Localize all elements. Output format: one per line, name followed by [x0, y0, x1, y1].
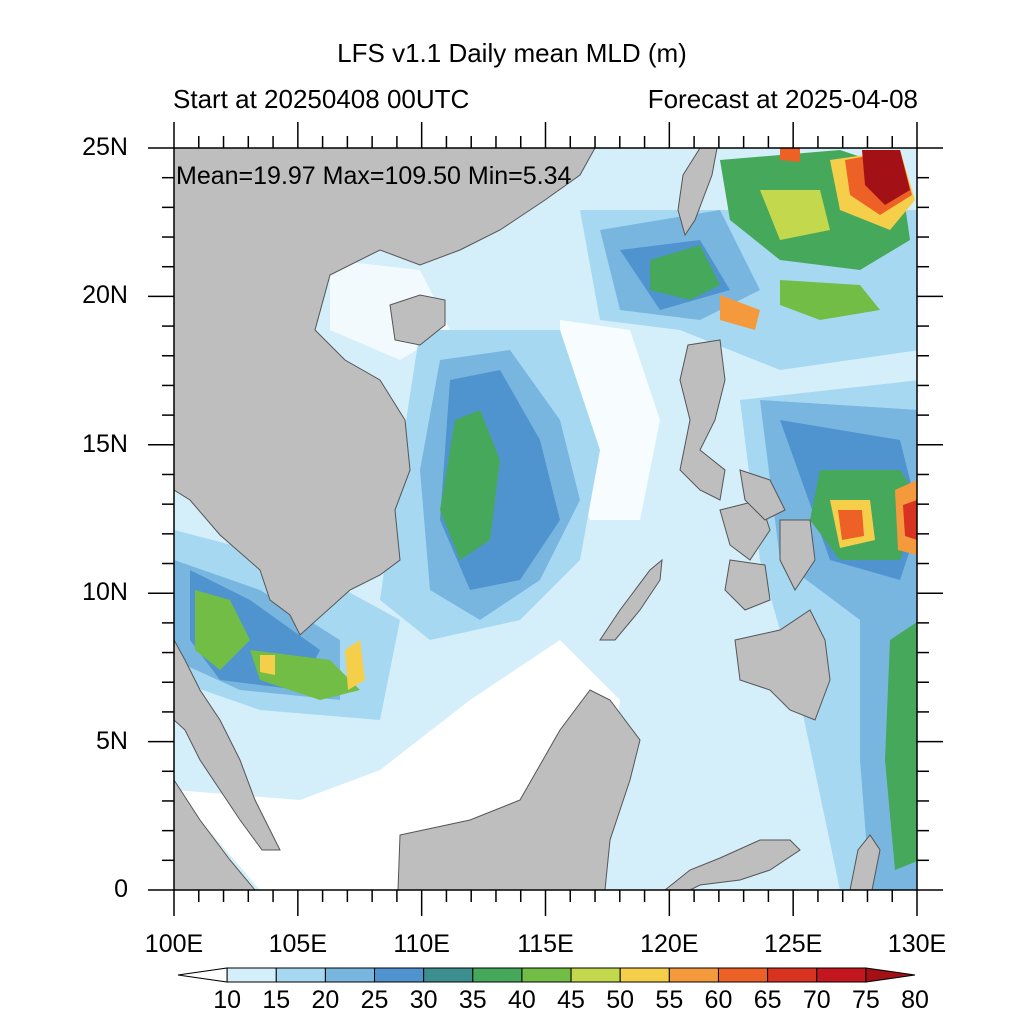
mld-field — [174, 148, 917, 890]
land-sumatra — [174, 779, 256, 890]
axis-ticks — [148, 122, 943, 916]
colorbar-label: 55 — [655, 986, 684, 1014]
colorbar-label: 50 — [606, 986, 635, 1014]
land-malay — [174, 639, 281, 851]
lat-tick-label: 15N — [82, 429, 128, 458]
colorbar-label: 60 — [704, 986, 733, 1014]
lon-tick-label: 110E — [393, 930, 450, 958]
colorbar-label: 40 — [508, 986, 536, 1014]
colorbar-swatch — [324, 967, 376, 983]
land-mindanao — [734, 609, 831, 721]
land-palawan — [599, 558, 663, 641]
land-hainan — [389, 294, 446, 346]
lat-tick-label: 0 — [114, 875, 128, 903]
lat-tick-label: 10N — [82, 578, 128, 607]
colorbar-swatch — [865, 967, 916, 983]
map-title: LFS v1.1 Daily mean MLD (m) — [337, 38, 687, 68]
lon-tick-label: 130E — [887, 930, 947, 958]
lat-tick-label: 20N — [82, 281, 128, 310]
colorbar-label: 70 — [802, 986, 831, 1014]
colorbar-label: 45 — [557, 986, 585, 1014]
colorbar-swatch — [668, 967, 719, 983]
forecast-time-label: Forecast at 2025-04-08 — [647, 84, 918, 114]
colorbar-label: 65 — [753, 986, 782, 1014]
land-masses — [174, 148, 881, 890]
lon-tick-label: 125E — [763, 930, 823, 958]
colorbar-swatch — [816, 967, 867, 983]
lon-tick-label: 105E — [268, 930, 328, 958]
land-sulawesi — [664, 839, 801, 890]
land-south-china — [174, 148, 596, 636]
start-time-label: Start at 20250408 00UTC — [173, 84, 470, 114]
lon-tick-label: 115E — [517, 930, 574, 958]
colorbar — [177, 967, 916, 983]
land-taiwan — [677, 148, 718, 237]
lat-tick-label: 5N — [96, 726, 128, 755]
colorbar-label: 80 — [901, 986, 929, 1014]
colorbar-swatch — [374, 967, 425, 983]
stats-annotation: Mean=19.97 Max=109.50 Min=5.34 — [176, 162, 572, 190]
colorbar-label: 35 — [458, 986, 487, 1014]
lon-tick-label: 100E — [144, 930, 204, 958]
colorbar-label: 75 — [851, 986, 880, 1014]
colorbar-label: 10 — [213, 986, 242, 1014]
colorbar-swatch — [226, 967, 277, 983]
colorbar-swatch — [717, 967, 769, 983]
lon-tick-label: 120E — [640, 930, 699, 958]
lat-tick-label: 25N — [82, 133, 128, 161]
colorbar-label: 25 — [360, 986, 389, 1014]
land-luzon — [679, 339, 726, 501]
colorbar-swatch — [472, 967, 523, 983]
land-borneo — [397, 689, 641, 890]
colorbar-swatch — [177, 967, 228, 983]
colorbar-swatch — [423, 967, 474, 983]
colorbar-label: 20 — [311, 986, 340, 1014]
colorbar-swatch — [570, 967, 621, 983]
colorbar-swatch — [767, 967, 818, 983]
colorbar-swatch — [619, 967, 670, 983]
colorbar-swatch — [521, 967, 572, 983]
colorbar-label: 30 — [409, 986, 438, 1014]
colorbar-swatch — [275, 967, 326, 983]
colorbar-label: 15 — [262, 986, 291, 1014]
